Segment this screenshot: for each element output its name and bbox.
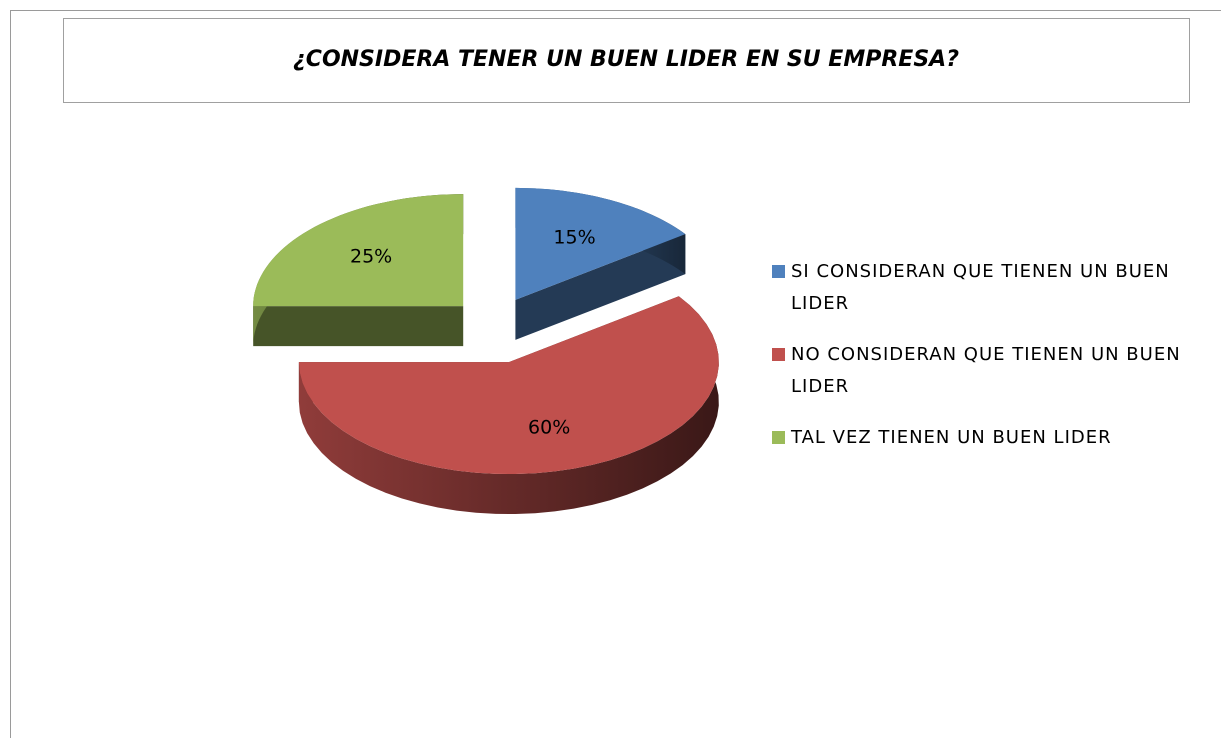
pie-slice	[253, 194, 464, 347]
legend-item: SI CONSIDERAN QUE TIENEN UN BUEN LIDER	[772, 256, 1192, 320]
slice-top	[515, 187, 686, 300]
legend-item: TAL VEZ TIENEN UN BUEN LIDER	[772, 422, 1192, 454]
pie: 15% 25% 60%	[253, 187, 719, 514]
data-label: 15%	[553, 227, 595, 249]
legend-swatch	[772, 348, 785, 361]
pie-slice	[515, 187, 686, 340]
chart-title: ¿CONSIDERA TENER UN BUEN LIDER EN SU EMP…	[293, 47, 959, 72]
legend-label: TAL VEZ TIENEN UN BUEN LIDER	[791, 427, 1112, 448]
pie-slice	[298, 296, 719, 514]
data-label: 25%	[350, 246, 392, 268]
slice-top	[253, 194, 464, 307]
slice-top	[298, 296, 719, 474]
slice-side	[515, 234, 686, 340]
chart-border	[10, 10, 1221, 738]
legend-swatch	[772, 431, 785, 444]
data-label: 60%	[528, 417, 570, 439]
legend-item: NO CONSIDERAN QUE TIENEN UN BUEN LIDER	[772, 339, 1192, 403]
slice-wall	[298, 296, 719, 514]
legend-swatch	[772, 265, 785, 278]
legend-label: SI CONSIDERAN QUE TIENEN UN BUEN LIDER	[791, 261, 1170, 314]
title-box	[63, 18, 1190, 103]
legend-label: NO CONSIDERAN QUE TIENEN UN BUEN LIDER	[791, 344, 1181, 397]
slice-side	[253, 306, 464, 347]
legend: SI CONSIDERAN QUE TIENEN UN BUEN LIDER NO…	[772, 256, 1192, 473]
